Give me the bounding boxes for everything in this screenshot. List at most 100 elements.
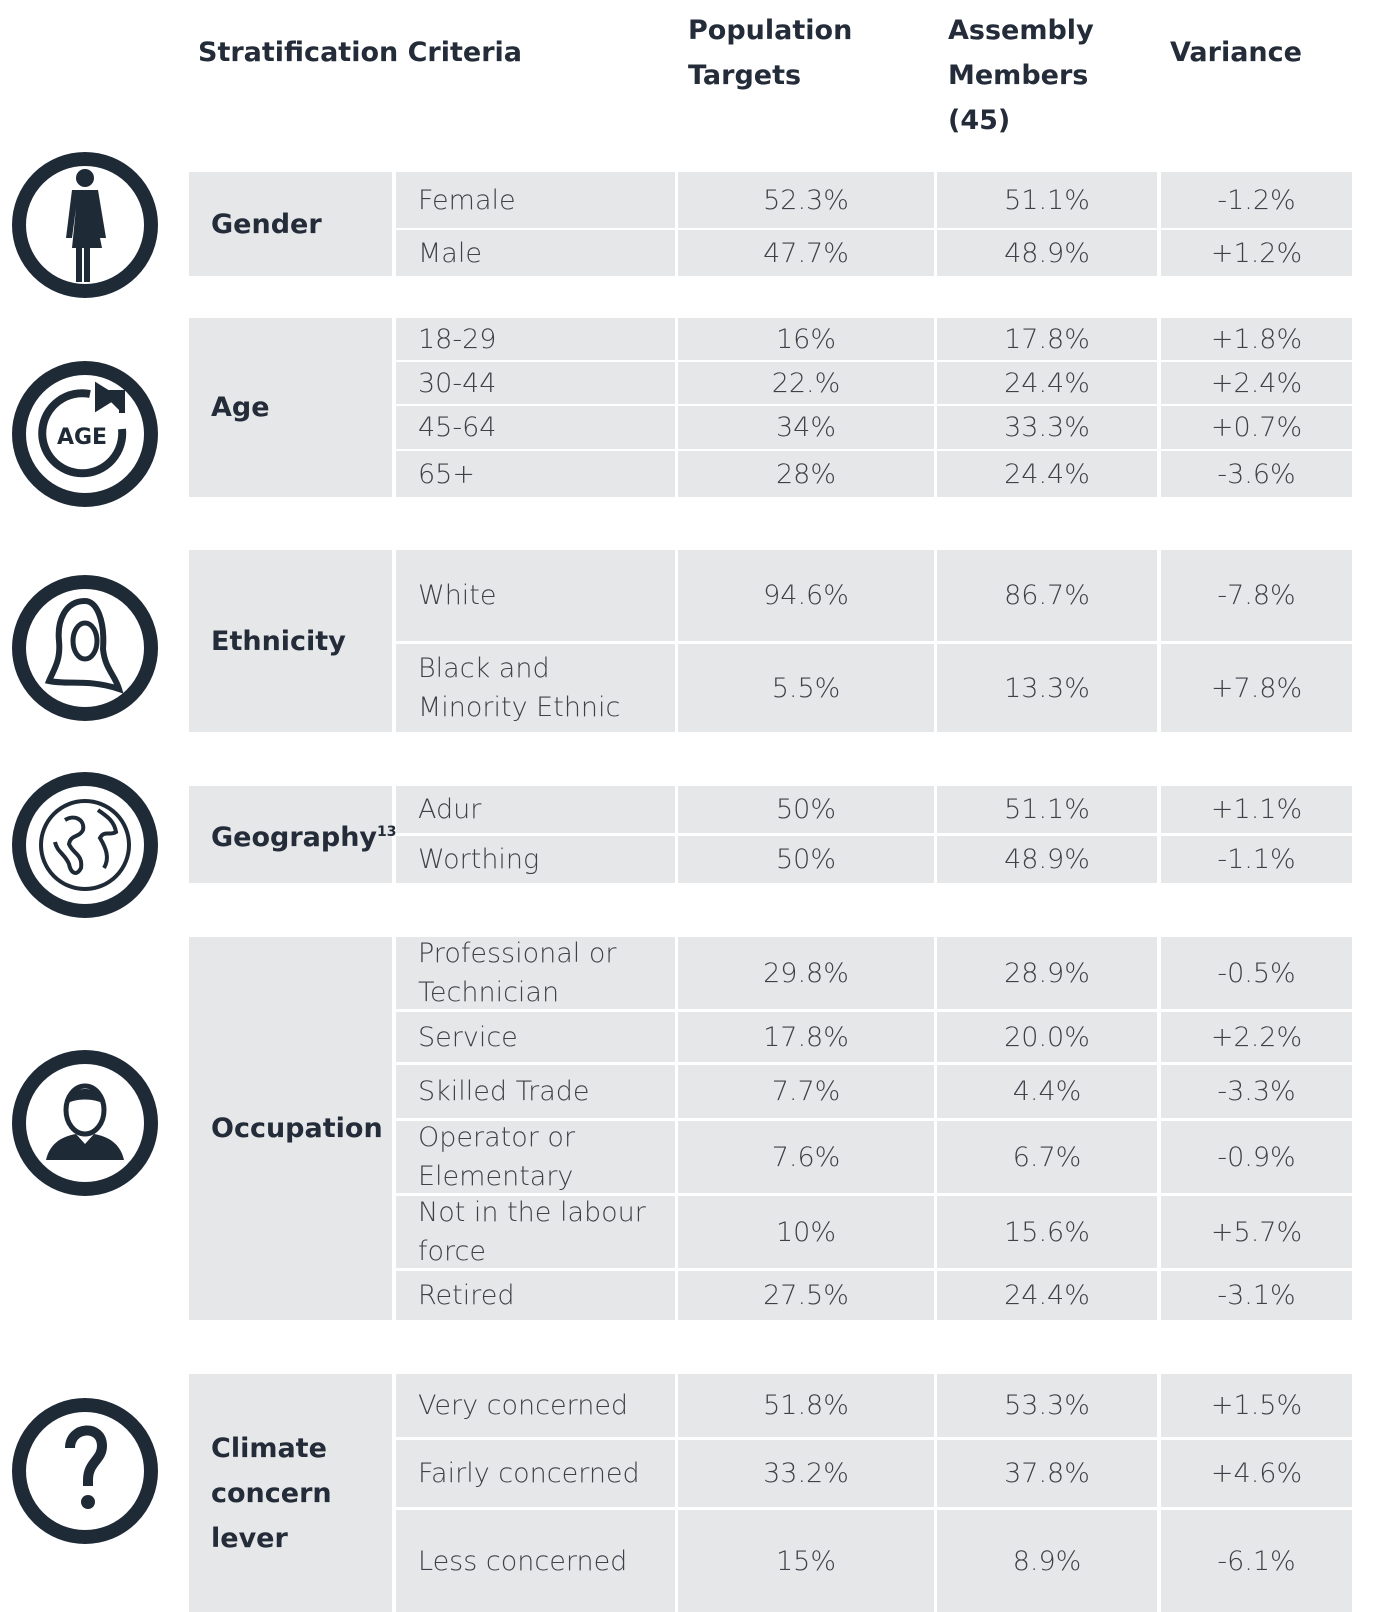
subgroup: Professional or Technician bbox=[396, 937, 675, 1009]
variance: -3.1% bbox=[1161, 1271, 1352, 1320]
age-icon: AGE bbox=[12, 361, 158, 507]
population-target: 15% bbox=[678, 1510, 934, 1612]
subgroup-text: Service bbox=[418, 1021, 518, 1053]
variance-text: -6.1% bbox=[1217, 1545, 1296, 1577]
population-target: 94.6% bbox=[678, 550, 934, 641]
subgroup: Fairly concerned bbox=[396, 1440, 675, 1507]
variance-text: +2.4% bbox=[1210, 367, 1303, 399]
subgroup-text: Very concerned bbox=[418, 1390, 629, 1421]
subgroup-text: Operator or Elementary bbox=[418, 1122, 576, 1192]
subgroup-text: Worthing bbox=[418, 844, 540, 875]
assembly-share: 51.1% bbox=[937, 172, 1157, 228]
variance: +1.1% bbox=[1161, 786, 1352, 833]
assembly-share-text: 48.9% bbox=[1004, 237, 1090, 269]
variance: -6.1% bbox=[1161, 1510, 1352, 1612]
variance-text: +1.2% bbox=[1210, 237, 1303, 269]
variance-text: +1.1% bbox=[1210, 794, 1303, 825]
population-target-text: 50% bbox=[775, 844, 836, 875]
occupation-icon bbox=[12, 1050, 158, 1196]
population-target: 50% bbox=[678, 836, 934, 883]
variance: -7.8% bbox=[1161, 550, 1352, 641]
assembly-share-text: 51.1% bbox=[1004, 184, 1090, 216]
subgroup-text: Professional or Technician bbox=[418, 938, 617, 1008]
subgroup: Operator or Elementary bbox=[396, 1121, 675, 1193]
population-target-text: 50% bbox=[775, 794, 836, 825]
variance-text: +4.6% bbox=[1210, 1458, 1303, 1489]
subgroup: Not in the labour force bbox=[396, 1196, 675, 1268]
assembly-share: 20.0% bbox=[937, 1012, 1157, 1062]
assembly-share: 86.7% bbox=[937, 550, 1157, 641]
subgroup: Less concerned bbox=[396, 1510, 675, 1612]
variance: -0.5% bbox=[1161, 937, 1352, 1009]
subgroup-text: Not in the labour force bbox=[418, 1197, 646, 1267]
assembly-share-text: 33.3% bbox=[1004, 412, 1090, 443]
subgroup: 45-64 bbox=[396, 406, 675, 449]
subgroup-text: Black and Minority Ethnic bbox=[418, 653, 621, 723]
subgroup: White bbox=[396, 550, 675, 641]
category: Climate concern lever bbox=[189, 1374, 392, 1612]
population-target-text: 52.3% bbox=[763, 184, 849, 216]
category-text: Geography13 bbox=[211, 821, 397, 853]
population-target: 51.8% bbox=[678, 1374, 934, 1437]
age-icon-label: AGE bbox=[57, 425, 107, 450]
population-target: 47.7% bbox=[678, 230, 934, 276]
population-target: 16% bbox=[678, 318, 934, 360]
variance: +0.7% bbox=[1161, 406, 1352, 449]
subgroup-text: Female bbox=[418, 184, 516, 216]
subgroup-text: Retired bbox=[418, 1280, 515, 1311]
variance-text: -0.5% bbox=[1217, 957, 1296, 989]
variance: +2.4% bbox=[1161, 362, 1352, 404]
variance-text: +2.2% bbox=[1210, 1021, 1303, 1053]
assembly-share-text: 51.1% bbox=[1004, 794, 1090, 825]
category-text: Occupation bbox=[211, 1113, 383, 1144]
population-target-text: 22.% bbox=[771, 367, 841, 399]
subgroup: Worthing bbox=[396, 836, 675, 883]
subgroup: Male bbox=[396, 230, 675, 276]
category: Age bbox=[189, 318, 392, 497]
assembly-share: 53.3% bbox=[937, 1374, 1157, 1437]
population-target: 28% bbox=[678, 451, 934, 497]
assembly-share: 17.8% bbox=[937, 318, 1157, 360]
population-target: 7.7% bbox=[678, 1065, 934, 1118]
assembly-share: 48.9% bbox=[937, 836, 1157, 883]
subgroup-text: 18-29 bbox=[418, 323, 497, 355]
population-target-text: 27.5% bbox=[763, 1280, 849, 1311]
variance-text: -3.6% bbox=[1217, 458, 1296, 490]
variance-text: +5.7% bbox=[1210, 1216, 1303, 1248]
assembly-share: 33.3% bbox=[937, 406, 1157, 449]
variance: -3.3% bbox=[1161, 1065, 1352, 1118]
category-text: Age bbox=[211, 392, 270, 423]
assembly-share-text: 28.9% bbox=[1004, 957, 1090, 989]
assembly-share: 15.6% bbox=[937, 1196, 1157, 1268]
category-text: Ethnicity bbox=[211, 625, 346, 657]
category-text: Climate concern lever bbox=[211, 1432, 332, 1554]
population-target: 17.8% bbox=[678, 1012, 934, 1062]
population-target-text: 47.7% bbox=[763, 237, 849, 269]
population-target: 29.8% bbox=[678, 937, 934, 1009]
variance-text: +1.5% bbox=[1210, 1390, 1303, 1421]
variance-text: -3.1% bbox=[1217, 1280, 1296, 1311]
population-target-text: 34% bbox=[775, 412, 836, 443]
subgroup-text: 45-64 bbox=[418, 412, 497, 443]
variance-text: -1.2% bbox=[1217, 184, 1296, 216]
population-target-text: 17.8% bbox=[763, 1021, 849, 1053]
assembly-share-text: 48.9% bbox=[1004, 844, 1090, 875]
assembly-share-text: 24.4% bbox=[1004, 1280, 1090, 1311]
variance: +1.2% bbox=[1161, 230, 1352, 276]
subgroup: 18-29 bbox=[396, 318, 675, 360]
geography-icon bbox=[12, 772, 158, 918]
assembly-share: 8.9% bbox=[937, 1510, 1157, 1612]
assembly-share-text: 6.7% bbox=[1012, 1141, 1082, 1173]
assembly-share-text: 53.3% bbox=[1004, 1390, 1090, 1421]
assembly-share-text: 8.9% bbox=[1012, 1545, 1082, 1577]
variance: +4.6% bbox=[1161, 1440, 1352, 1507]
variance: -3.6% bbox=[1161, 451, 1352, 497]
population-target-text: 15% bbox=[775, 1545, 836, 1577]
category: Occupation bbox=[189, 937, 392, 1320]
population-target: 5.5% bbox=[678, 644, 934, 732]
assembly-share-text: 15.6% bbox=[1004, 1216, 1090, 1248]
category: Geography13 bbox=[189, 786, 397, 883]
variance-text: +1.8% bbox=[1210, 323, 1303, 355]
assembly-share: 24.4% bbox=[937, 362, 1157, 404]
